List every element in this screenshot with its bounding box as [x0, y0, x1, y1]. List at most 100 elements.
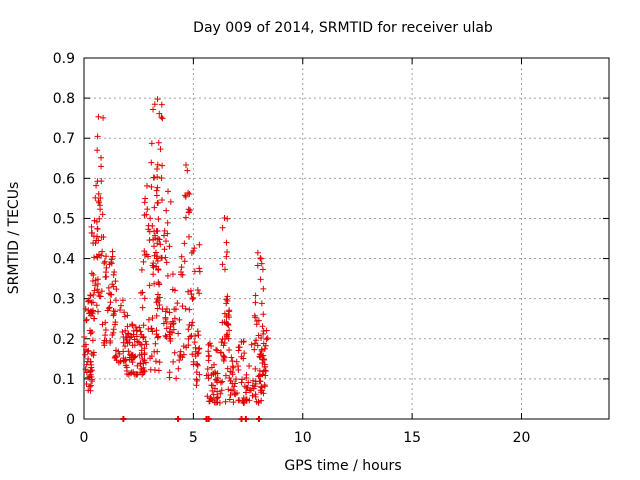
data-point	[226, 327, 233, 334]
data-point	[260, 328, 267, 335]
data-point	[177, 348, 184, 355]
data-point	[131, 342, 138, 349]
data-point	[124, 334, 131, 341]
data-point	[148, 159, 155, 166]
data-point	[191, 339, 198, 346]
data-point	[255, 332, 262, 339]
data-point	[208, 342, 215, 349]
data-point	[163, 319, 170, 326]
data-point	[153, 299, 160, 306]
data-point-zero	[205, 416, 212, 422]
data-point	[111, 355, 118, 362]
data-point	[106, 304, 113, 311]
data-point	[141, 248, 148, 255]
data-point	[94, 133, 101, 140]
data-point	[90, 299, 97, 306]
data-point	[137, 290, 144, 297]
y-tick-label: 0.3	[53, 292, 75, 308]
data-point	[132, 323, 139, 330]
data-point	[196, 345, 203, 352]
data-point	[91, 315, 98, 322]
data-point	[185, 326, 192, 333]
data-point	[234, 363, 241, 370]
data-point	[156, 359, 163, 366]
data-point	[254, 342, 261, 349]
data-point	[98, 178, 105, 185]
y-tick-label: 0.8	[53, 91, 75, 107]
data-point	[184, 167, 191, 174]
data-point	[87, 368, 94, 375]
data-point	[261, 345, 268, 352]
data-point	[113, 286, 120, 293]
data-point	[185, 189, 192, 196]
data-point	[95, 190, 102, 197]
data-point	[93, 237, 100, 244]
data-point	[225, 335, 232, 342]
data-point	[196, 241, 203, 248]
data-point	[225, 386, 232, 393]
data-point	[148, 140, 155, 147]
data-point	[221, 310, 228, 317]
data-point	[183, 161, 190, 168]
data-point	[98, 154, 105, 161]
data-point	[82, 341, 89, 348]
data-point	[103, 264, 110, 271]
y-axis-label: SRMTID / TECUs	[6, 182, 22, 295]
data-point	[82, 351, 89, 358]
data-point	[193, 376, 200, 383]
data-point	[256, 372, 263, 379]
data-point	[159, 115, 166, 122]
data-point	[191, 245, 198, 252]
data-point	[119, 329, 126, 336]
data-point	[96, 215, 103, 222]
data-point	[94, 233, 101, 240]
data-point	[171, 287, 178, 294]
data-point	[194, 328, 201, 335]
data-point	[100, 233, 107, 240]
data-point	[176, 316, 183, 323]
data-point	[156, 281, 163, 288]
data-point	[155, 291, 162, 298]
data-point	[254, 249, 261, 256]
data-point	[154, 257, 161, 264]
data-point	[153, 255, 160, 262]
data-point	[140, 322, 147, 329]
data-point	[155, 367, 162, 374]
data-point	[226, 396, 233, 403]
data-point	[134, 327, 141, 334]
data-point	[145, 325, 152, 332]
data-point	[166, 335, 173, 342]
data-point	[131, 336, 138, 343]
data-point	[180, 343, 187, 350]
data-point	[214, 379, 221, 386]
data-point	[155, 267, 162, 274]
data-point	[82, 306, 89, 313]
data-point	[229, 358, 236, 365]
data-point	[206, 340, 213, 347]
data-point	[164, 188, 171, 195]
data-point	[224, 249, 231, 256]
data-point	[113, 347, 120, 354]
data-point	[125, 348, 132, 355]
data-point	[97, 293, 104, 300]
data-point	[251, 312, 258, 319]
data-point	[252, 365, 259, 372]
data-point	[161, 227, 168, 234]
data-point	[207, 394, 214, 401]
data-point	[131, 353, 138, 360]
data-point	[110, 312, 117, 319]
data-point	[91, 254, 98, 261]
data-point	[213, 376, 220, 383]
data-point	[170, 326, 177, 333]
data-point	[155, 139, 162, 146]
data-point	[175, 365, 182, 372]
chart-title: Day 009 of 2014, SRMTID for receiver ula…	[193, 20, 493, 36]
data-point	[155, 235, 162, 242]
data-point	[164, 230, 171, 237]
data-point	[87, 382, 94, 389]
data-point	[134, 362, 141, 369]
data-point	[171, 349, 178, 356]
data-point	[178, 264, 185, 271]
data-point	[140, 334, 147, 341]
data-point	[252, 292, 259, 299]
